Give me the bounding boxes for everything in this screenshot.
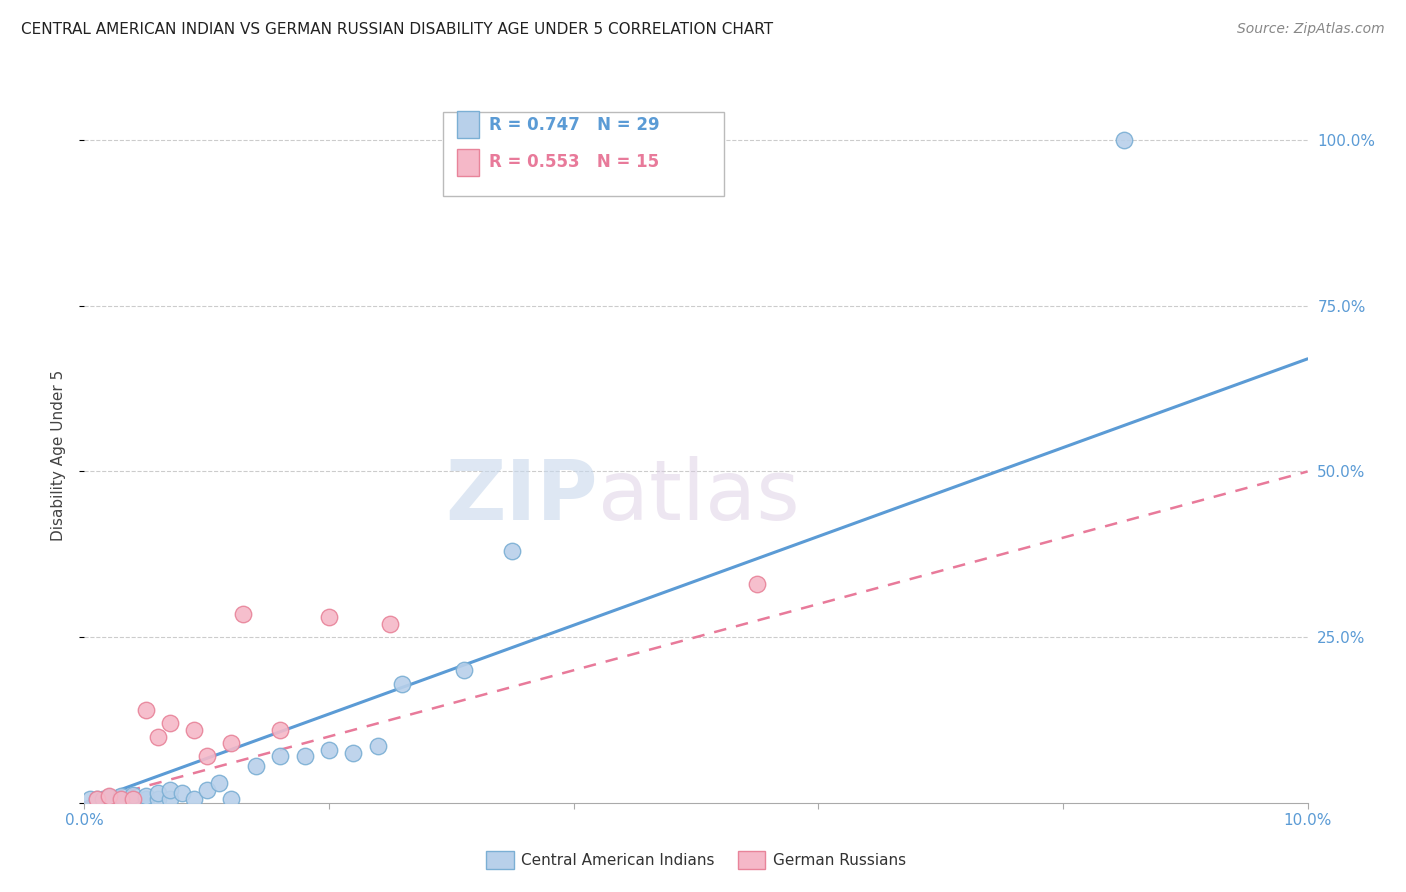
Point — [269, 749, 291, 764]
Point — [159, 782, 181, 797]
Point — [110, 789, 132, 804]
Point — [135, 703, 157, 717]
Point — [232, 607, 254, 621]
Point — [208, 776, 231, 790]
Text: R = 0.553   N = 15: R = 0.553 N = 15 — [489, 153, 659, 171]
Point — [86, 792, 108, 806]
Point — [97, 789, 120, 804]
Point — [97, 790, 120, 805]
Text: R = 0.747   N = 29: R = 0.747 N = 29 — [489, 116, 659, 134]
Point — [79, 792, 101, 806]
Point — [195, 782, 218, 797]
Point — [146, 730, 169, 744]
Text: atlas: atlas — [598, 456, 800, 537]
Point — [195, 749, 218, 764]
Point — [110, 792, 132, 806]
Point — [342, 746, 364, 760]
Point — [453, 663, 475, 677]
Point — [380, 616, 402, 631]
Point — [318, 743, 340, 757]
Point — [245, 759, 267, 773]
Text: ZIP: ZIP — [446, 456, 598, 537]
Text: Source: ZipAtlas.com: Source: ZipAtlas.com — [1237, 22, 1385, 37]
Point — [367, 739, 389, 754]
Point — [110, 792, 132, 806]
Point — [135, 792, 157, 806]
Text: CENTRAL AMERICAN INDIAN VS GERMAN RUSSIAN DISABILITY AGE UNDER 5 CORRELATION CHA: CENTRAL AMERICAN INDIAN VS GERMAN RUSSIA… — [21, 22, 773, 37]
Point — [122, 792, 145, 806]
Point — [391, 676, 413, 690]
Point — [502, 544, 524, 558]
Point — [219, 736, 242, 750]
Point — [318, 610, 340, 624]
Point — [159, 792, 181, 806]
Point — [183, 723, 205, 737]
Point — [86, 792, 108, 806]
Point — [91, 792, 114, 806]
Point — [159, 716, 181, 731]
Y-axis label: Disability Age Under 5: Disability Age Under 5 — [51, 369, 66, 541]
Point — [122, 788, 145, 802]
Point — [135, 789, 157, 804]
Point — [294, 749, 316, 764]
Point — [183, 792, 205, 806]
Point — [269, 723, 291, 737]
Point — [1114, 133, 1136, 147]
Point — [219, 792, 242, 806]
Point — [172, 786, 194, 800]
Point — [146, 786, 169, 800]
Point — [146, 792, 169, 806]
Legend: Central American Indians, German Russians: Central American Indians, German Russian… — [479, 846, 912, 875]
Point — [747, 577, 769, 591]
Point — [97, 792, 120, 806]
Point — [122, 792, 145, 806]
